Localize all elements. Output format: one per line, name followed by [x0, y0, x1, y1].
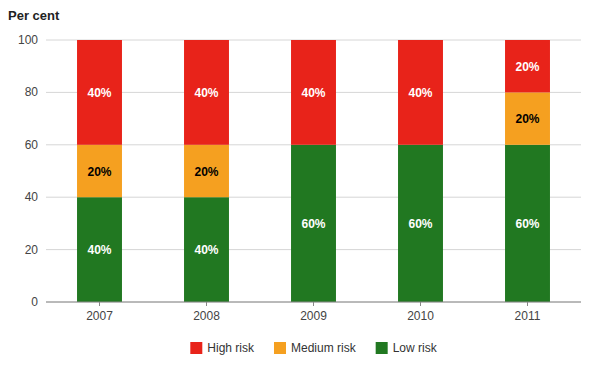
data-label: 20% [515, 112, 539, 126]
data-label: 40% [408, 86, 432, 100]
y-tick-label: 0 [31, 295, 38, 309]
legend-swatch [376, 342, 388, 354]
x-tick-label: 2007 [86, 309, 113, 323]
data-label: 20% [87, 165, 111, 179]
bar-segment [77, 197, 122, 302]
y-tick-label: 60 [25, 138, 39, 152]
bar-segment [398, 145, 443, 302]
bar-segment [77, 40, 122, 145]
bar-segment [184, 145, 229, 197]
x-tick [99, 302, 100, 306]
legend-label: High risk [207, 341, 255, 355]
x-tick-label: 2010 [407, 309, 434, 323]
data-labels: 40% 20% 40% 40% 20% 40% 60% 40% 60% 40% 60% 20% 20% [87, 60, 539, 257]
y-axis-label: Per cent [8, 8, 60, 23]
legend-label: Medium risk [291, 341, 357, 355]
x-tick-label: 2009 [300, 309, 327, 323]
bar-segment [184, 197, 229, 302]
data-label: 40% [87, 86, 111, 100]
data-label: 40% [301, 86, 325, 100]
legend-label: Low risk [393, 341, 438, 355]
y-tick-label: 100 [18, 33, 38, 47]
chart: Per cent 0 20 40 60 80 100 40% 20% 40% 40% 20% 40% 60… [0, 0, 597, 374]
x-tick [420, 302, 421, 306]
data-label: 40% [194, 243, 218, 257]
bar-segment [291, 40, 336, 145]
x-tick [206, 302, 207, 306]
data-label: 60% [301, 217, 325, 231]
bar-segment [505, 40, 550, 92]
bar-segment [505, 92, 550, 144]
y-tick-label: 40 [25, 190, 39, 204]
y-tick-label: 20 [25, 243, 39, 257]
legend: High risk Medium risk Low risk [190, 341, 437, 355]
x-tick [313, 302, 314, 306]
bars [77, 40, 550, 302]
bar-segment [505, 145, 550, 302]
x-tick-label: 2011 [515, 309, 541, 323]
data-label: 20% [515, 60, 539, 74]
bar-segment [77, 145, 122, 197]
grid [46, 40, 581, 302]
legend-swatch [274, 342, 286, 354]
y-tick-label: 80 [25, 85, 39, 99]
data-label: 20% [194, 165, 218, 179]
data-label: 40% [87, 243, 111, 257]
data-label: 60% [515, 217, 539, 231]
bar-segment [184, 40, 229, 145]
x-tick [527, 302, 528, 306]
data-label: 60% [408, 217, 432, 231]
bar-segment [398, 40, 443, 145]
x-tick-label: 2008 [193, 309, 220, 323]
bar-segment [291, 145, 336, 302]
data-label: 40% [194, 86, 218, 100]
legend-swatch [190, 342, 202, 354]
